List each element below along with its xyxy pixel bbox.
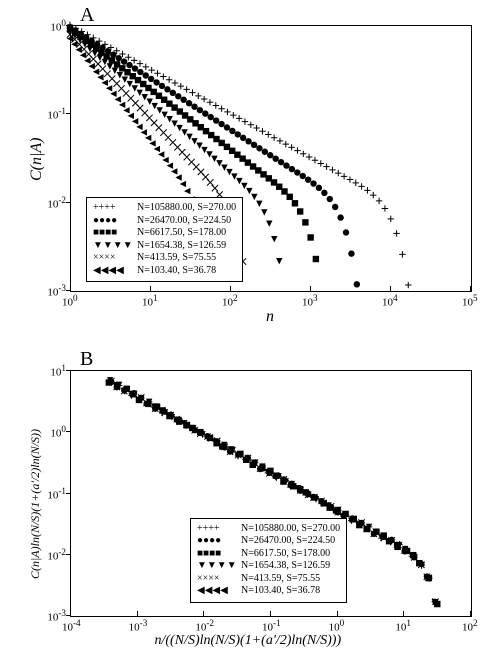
panel-b-letter: B xyxy=(80,348,93,371)
panel-a-letter: A xyxy=(80,4,94,27)
panel-a-ylabel: C(n|A) xyxy=(28,137,46,181)
panel-a-xlabel: n xyxy=(266,308,274,326)
panel-a-legend: ++++N=105880.00, S=270.00●●●●N=26470.00,… xyxy=(86,197,243,282)
panel-b-xlabel: n/((N/S)ln(N/S)(1+(a'/2)ln(N/S))) xyxy=(155,633,342,649)
panel-b-ylabel: C(n|A)ln(N/S)(1+(a'/2)ln(N/S)) xyxy=(28,429,43,579)
panel-b-legend: ++++N=105880.00, S=270.00●●●●N=26470.00,… xyxy=(190,518,347,603)
